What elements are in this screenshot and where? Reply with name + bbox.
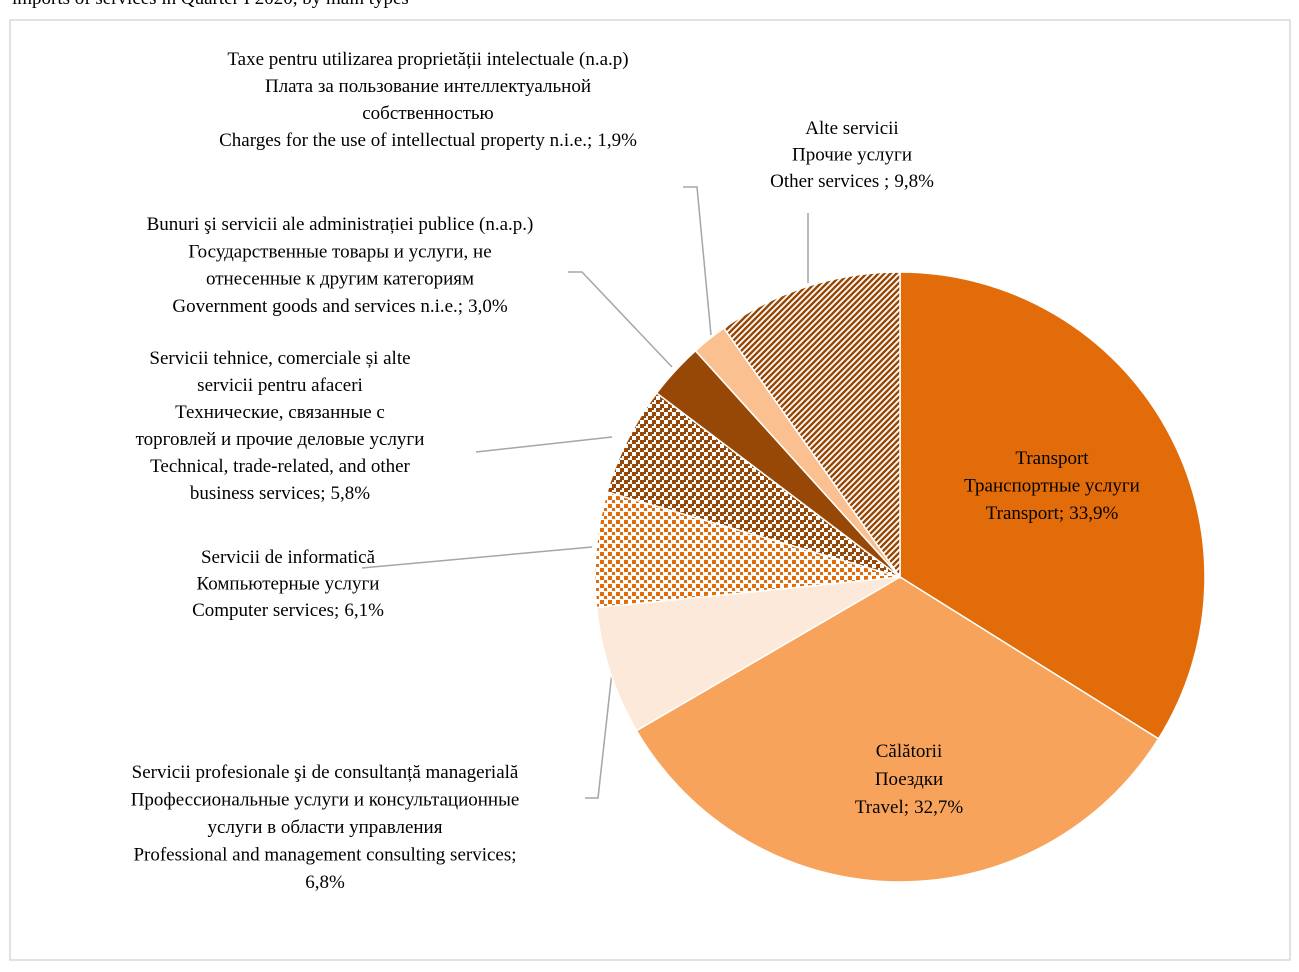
value-label: 33,9%	[1069, 503, 1118, 524]
label-line: Charges for the use of intellectual prop…	[219, 130, 592, 151]
label-line: Компьютерные услуги	[197, 574, 380, 595]
pie-slice	[595, 576, 901, 732]
slice-label: Alte servicii Прочие услуги Other services…	[770, 118, 934, 192]
label-line: Other services ;	[770, 171, 889, 192]
label-line: Плата за пользование интеллектуальной	[265, 76, 591, 97]
label-line: Government goods and services n.i.e.;	[172, 296, 463, 317]
label-line: услуги в области управления	[208, 817, 443, 838]
leader-line	[475, 436, 613, 453]
pie-slice	[722, 271, 901, 580]
label-line: Bunuri şi servicii ale administrației pu…	[147, 214, 534, 235]
value-label: 3,0%	[468, 296, 508, 317]
slice-label: Servicii tehnice, comerciale și alte serv…	[136, 348, 425, 504]
label-line: Прочие услуги	[792, 145, 912, 166]
slice-label: Servicii profesionale şi de consultanță …	[131, 762, 520, 893]
value-label: 5,8%	[331, 483, 371, 504]
value-label: 9,8%	[894, 171, 934, 192]
leader-line	[361, 546, 593, 569]
label-line: торговлей и прочие деловые услуги	[136, 429, 425, 450]
label-line: servicii pentru afaceri	[197, 375, 363, 396]
slice-label: Bunuri şi servicii ale administrației pu…	[147, 214, 534, 317]
slice-label: Călătorii Поездки Travel; 32,7%	[855, 741, 963, 818]
label-line: Профессиональные услуги и консультационн…	[131, 790, 520, 811]
label-line: Alte servicii	[805, 118, 898, 139]
leader-line	[585, 671, 613, 799]
slice-label: Servicii de informatică Компьютерные услу…	[192, 547, 384, 621]
leader-line	[568, 271, 673, 368]
value-label: 1,9%	[597, 130, 637, 151]
label-line: Технические, связанные с	[175, 402, 385, 423]
label-line: Servicii de informatică	[201, 547, 376, 568]
pie-slice	[594, 490, 901, 609]
label-line: отнесенные к другим категориям	[206, 269, 474, 290]
label-line: Транспортные услуги	[964, 476, 1140, 497]
label-line: Transport	[1015, 448, 1089, 469]
label-line: business services;	[190, 483, 326, 504]
labels: Transport Транспортные услуги Transport; 33…	[131, 49, 1140, 893]
label-line: Computer services;	[192, 600, 339, 621]
label-line: Călătorii	[876, 741, 942, 762]
label-line: Servicii tehnice, comerciale și alte	[149, 348, 410, 369]
pie-slice	[899, 271, 1206, 740]
label-line: Transport;	[986, 503, 1064, 524]
pie-slice	[635, 576, 1160, 883]
value-label: 32,7%	[914, 797, 963, 818]
label-line: Professional and management consulting s…	[133, 845, 516, 866]
leader-lines	[361, 186, 809, 799]
value-label: 6,8%	[305, 872, 345, 893]
slice-label: Transport Транспортные услуги Transport; 33…	[964, 448, 1140, 524]
pie	[594, 271, 1206, 883]
label-line: Servicii profesionale şi de consultanță …	[132, 762, 519, 783]
label-line: Государственные товары и услуги, не	[188, 241, 491, 262]
leader-line	[683, 186, 712, 336]
value-label: 6,1%	[344, 600, 384, 621]
label-line: Travel;	[855, 797, 909, 818]
label-line: собственностью	[362, 103, 494, 124]
label-line: Technical, trade-related, and other	[150, 456, 410, 477]
chart-title: imports of services in Quarter I 2020, b…	[12, 0, 409, 9]
slice-label: Taxe pentru utilizarea proprietății inte…	[219, 49, 637, 151]
label-line: Taxe pentru utilizarea proprietății inte…	[227, 49, 628, 70]
label-line: Поездки	[875, 769, 943, 790]
